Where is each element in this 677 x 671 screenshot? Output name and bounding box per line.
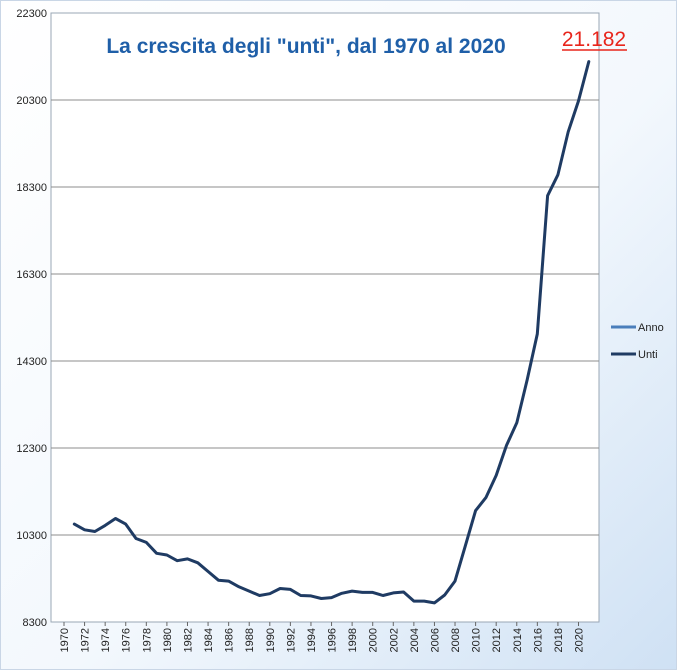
gridlines	[51, 99, 599, 536]
x-tick-label: 2002	[388, 628, 400, 652]
chart-title: La crescita degli "unti", dal 1970 al 20…	[106, 35, 505, 58]
x-tick-label: 1988	[244, 628, 256, 652]
x-tick-label: 1996	[327, 628, 339, 652]
y-tick-label: 18300	[16, 182, 47, 194]
y-tick-label: 12300	[16, 443, 47, 455]
y-tick-label: 14300	[16, 356, 47, 368]
x-tick-label: 2010	[471, 628, 483, 652]
x-tick-label: 1984	[203, 628, 215, 652]
y-tick-label: 8300	[23, 617, 47, 629]
x-tick-label: 1992	[285, 628, 297, 652]
x-tick-label: 2018	[553, 628, 565, 652]
legend: Anno Unti	[611, 322, 664, 361]
x-tick-label: 1980	[162, 628, 174, 652]
x-tick-label: 1978	[141, 628, 153, 652]
x-tick-label: 1994	[306, 628, 318, 652]
x-tick-label: 2000	[368, 628, 380, 652]
y-tick-label: 22300	[16, 8, 47, 20]
plot-area	[50, 12, 600, 623]
x-tick-label: 1976	[121, 628, 133, 652]
x-tick-label: 2012	[491, 628, 503, 652]
legend-label: Unti	[638, 349, 658, 361]
x-tick-label: 1986	[224, 628, 236, 652]
y-tick-label: 20300	[16, 95, 47, 107]
x-tick-label: 2016	[532, 628, 544, 652]
x-tick-label: 1972	[80, 628, 92, 652]
x-tick-label: 2004	[409, 628, 421, 652]
series-lines	[72, 60, 591, 605]
series-line-unti	[72, 60, 591, 605]
x-tick-label: 2020	[574, 628, 586, 652]
x-tick-label: 2014	[512, 628, 524, 652]
y-axis-ticks: 8300 10300 12300 14300 16300 18300 20300 22300	[16, 8, 47, 629]
x-tick-label: 1974	[100, 628, 112, 652]
y-tick-label: 10300	[16, 530, 47, 542]
x-tick-label: 1982	[182, 628, 194, 652]
x-tick-label: 2006	[429, 628, 441, 652]
y-tick-label: 16300	[16, 269, 47, 281]
x-axis-ticks: 1970 1972 1974 1976 1978 1980 1982 1984 1986 1988…	[59, 622, 586, 652]
x-tick-label: 1970	[59, 628, 71, 652]
x-tick-label: 1998	[347, 628, 359, 652]
last-value-annotation: 21.182	[562, 28, 626, 51]
x-tick-label: 2008	[450, 628, 462, 652]
legend-label: Anno	[638, 322, 664, 334]
x-tick-label: 1990	[265, 628, 277, 652]
